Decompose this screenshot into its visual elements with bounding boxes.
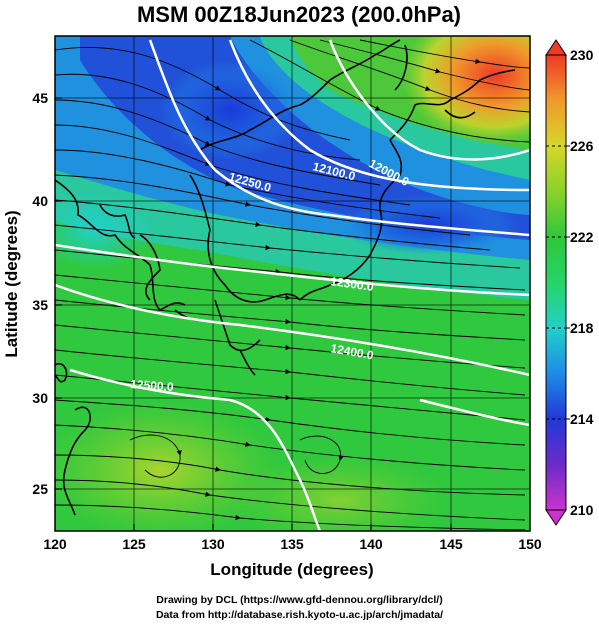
y-tick-45: 45 xyxy=(32,90,48,106)
warm-anomaly-northeast xyxy=(400,36,530,145)
colorbar-tick-226: 226 xyxy=(570,138,594,154)
y-tick-35: 35 xyxy=(32,297,48,313)
streamlines xyxy=(55,39,530,531)
contour-12000 xyxy=(328,39,530,161)
colorbar-tick-214: 214 xyxy=(570,411,594,427)
contour-12500 xyxy=(69,368,322,531)
contour-label-12500: 12500.0 xyxy=(130,377,175,394)
colorbar-tick-218: 218 xyxy=(570,320,594,336)
credit-data-source: Data from http://database.rish.kyoto-u.a… xyxy=(155,609,444,621)
x-axis: 120 125 130 135 140 145 150 Longitude (d… xyxy=(43,524,542,579)
contour-12400 xyxy=(55,283,530,377)
map-title: MSM 00Z18Jun2023 (200.0hPa) xyxy=(137,2,461,27)
yellow-green-south xyxy=(230,455,450,531)
x-tick-120: 120 xyxy=(43,536,67,552)
x-tick-140: 140 xyxy=(359,536,383,552)
colorbar-top-arrow xyxy=(545,39,567,56)
yellow-green-southwest xyxy=(55,400,280,531)
contour-12250 xyxy=(148,39,530,237)
x-tick-145: 145 xyxy=(439,536,463,552)
colorbar-bottom-arrow xyxy=(545,509,567,526)
blue-core xyxy=(340,195,520,255)
y-tick-25: 25 xyxy=(32,481,48,497)
contour-12500-east xyxy=(419,398,530,427)
contour-label-12300: 12300.0 xyxy=(330,274,375,294)
y-tick-30: 30 xyxy=(32,390,48,406)
contour-12300 xyxy=(55,243,530,297)
colorbar-tick-222: 222 xyxy=(570,229,594,245)
x-tick-130: 130 xyxy=(201,536,225,552)
colorbar-tick-210: 210 xyxy=(570,502,594,518)
colorbar-scale xyxy=(545,54,567,511)
colorbar: 230 226 222 218 214 210 xyxy=(545,39,594,526)
x-axis-label: Longitude (degrees) xyxy=(210,560,373,579)
y-axis-label: Latitude (degrees) xyxy=(2,210,21,357)
contour-12100 xyxy=(228,39,530,192)
y-axis: 45 40 35 30 25 Latitude (degrees) xyxy=(2,90,62,497)
x-tick-150: 150 xyxy=(518,536,542,552)
credit-drawing: Drawing by DCL (https://www.gfd-dennou.o… xyxy=(156,594,443,606)
x-tick-135: 135 xyxy=(280,536,304,552)
colorbar-tick-230: 230 xyxy=(570,47,594,63)
height-contours xyxy=(55,39,530,531)
plot-area: 12000.0 12100.0 12250.0 12300.0 12400.0 … xyxy=(55,36,530,531)
y-tick-40: 40 xyxy=(32,193,48,209)
blue-core-west xyxy=(160,60,300,160)
x-tick-125: 125 xyxy=(122,536,146,552)
